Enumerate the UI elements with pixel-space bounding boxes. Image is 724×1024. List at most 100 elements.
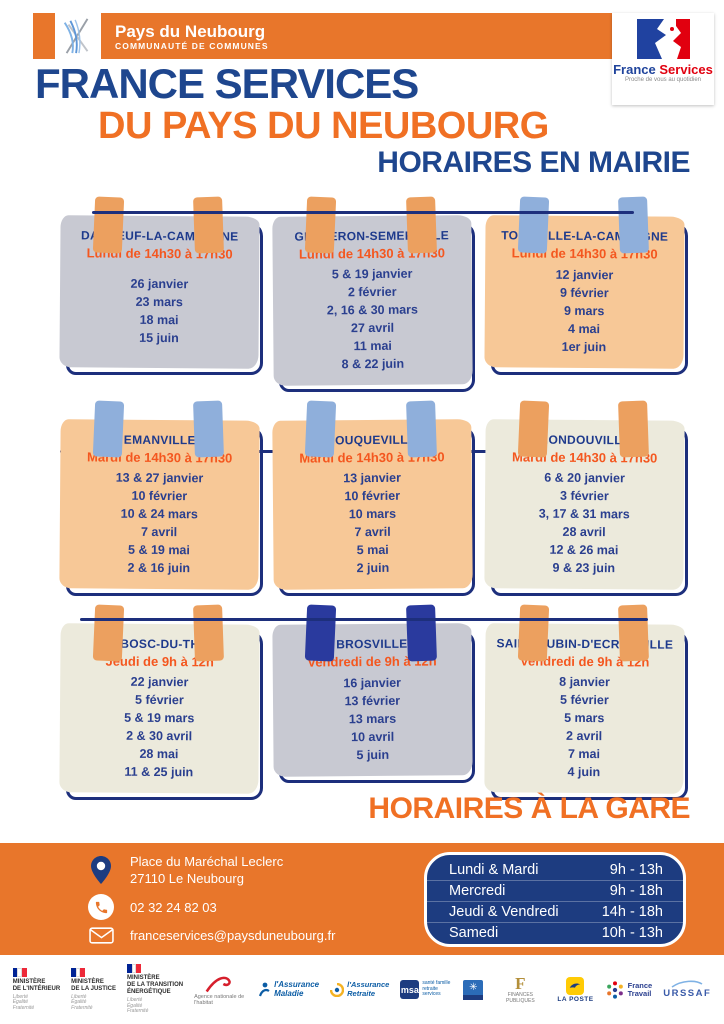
tape-icon [405,196,437,254]
card-paper: FOUQUEVILLE Mardi de 14h30 à 17h30 13 ja… [271,419,473,590]
partner-motto: Liberté Égalité Fraternité [71,993,93,1011]
date-line: 5 mars [564,710,605,726]
hours-time: 10h - 13h [601,925,663,941]
card-paper: GRAVERON-SEMERVILLE Lundi de 14h30 à 17h… [271,215,473,386]
dots-flower-icon [606,980,623,999]
date-line: 26 janvier [130,276,189,291]
partner-label: MINISTÈRE DE LA TRANSITION ÉNERGÉTIQUE [126,975,184,996]
card-paper: DAUBEUF-LA-CAMPAGNE Lundi de 14h30 à 17h… [59,215,260,369]
msa-square: msa [400,980,420,999]
dates-list: 16 janvier 13 février 13 mars 10 avril 5 jui… [278,673,465,765]
tape-icon [618,604,650,662]
card-row-2: EMANVILLE Mardi de 14h30 à 17h30 13 & 27… [59,400,688,596]
person-icon [259,982,270,996]
logo-la-poste: LA POSTE [557,976,593,1003]
date-line: 8 & 22 juin [341,356,404,372]
partner-label: FINANCES PUBLIQUES [506,991,535,1004]
card-paper: TOURVILLE-LA-CAMPAGNE Lundi de 14h30 à 1… [484,215,685,369]
fs-word-services: Services [659,62,713,77]
logo-caf: ✳ [463,979,484,1000]
tape-icon [92,196,124,254]
date-line: 2 & 16 juin [127,560,191,576]
dates-list: 13 janvier 10 février 10 mars 7 avril 5 mai 2… [278,468,466,578]
date-line: 8 janvier [559,674,611,690]
pays-du-neubourg-logo-icon [55,13,101,59]
hours-row: Samedi 10h - 13h [427,922,683,943]
hours-time: 14h - 18h [601,904,663,920]
partner-label: l'Assurance Maladie [274,980,320,998]
tape-icon [517,196,550,254]
partner-label: Agence nationale de l'habitat [194,993,245,1006]
dates-list: 5 & 19 janvier 2 février 2, 16 & 30 mars 27… [278,264,466,374]
card-fouqueville: FOUQUEVILLE Mardi de 14h30 à 17h30 13 ja… [271,400,476,596]
tape-icon [517,604,550,662]
partner-motto: Liberté Égalité Fraternité [126,997,149,1015]
date-line: 7 mai [568,746,601,762]
french-flag-icon [126,964,141,974]
date-line: 3 février [560,488,610,504]
tape-icon [618,196,650,254]
footer-band: Place du Maréchal Leclerc 27110 Le Neubo… [0,843,724,955]
date-line: 4 mai [568,321,601,336]
partner-motto: Liberté Égalité Fraternité [12,993,35,1011]
tape-icon [92,400,124,458]
logo-ministere-transition-energetique: MINISTÈRE DE LA TRANSITION ÉNERGÉTIQUE L… [126,964,184,1015]
urssaf-arc-icon [671,980,703,988]
phone-number: 02 32 24 82 03 [130,899,217,915]
partner-label: santé famille retraite services [422,980,451,998]
hours-days: Samedi [449,925,499,941]
dates-list: 13 & 27 janvier 10 février 10 & 24 mars 7 a… [65,468,252,577]
anah-swoosh-icon [205,976,231,992]
date-line: 28 avril [562,524,607,540]
date-line: 9 février [560,285,610,300]
org-name: Pays du Neubourg [115,21,266,41]
date-line: 5 février [135,692,184,708]
date-line: 22 janvier [130,674,189,690]
partner-label: MINISTÈRE DE LA JUSTICE [71,978,116,992]
tape-icon [92,604,124,662]
date-line: 2 avril [566,728,603,744]
hours-days: Mercredi [449,883,506,899]
partner-label: URSSAF [663,988,712,999]
date-line: 5 & 19 mai [127,542,190,558]
tape-icon [405,604,437,662]
partner-label: MINISTÈRE DE L'INTÉRIEUR [12,978,61,992]
logo-ministere-interieur: MINISTÈRE DE L'INTÉRIEUR Liberté Égalité… [12,967,61,1012]
card-row-3: LE BOSC-DU-THEIL Jeudi de 9h à 12h 22 ja… [59,604,688,800]
date-line: 13 janvier [342,470,401,486]
dates-list: 26 janvier 23 mars 18 mai 15 juin [66,274,253,347]
date-line: 13 mars [348,711,396,726]
date-line: 27 avril [350,320,394,336]
hours-row: Mercredi 9h - 18h [427,880,683,901]
french-flag-icon [12,967,27,977]
phone-item: 02 32 24 82 03 [86,894,335,920]
gare-hours-table: Lundi & Mardi 9h - 13h Mercredi 9h - 18h… [424,852,686,947]
tape-icon [305,400,337,458]
tape-icon [618,400,650,458]
logo-msa: msa santé famille retraite services [400,980,452,999]
card-row-1: DAUBEUF-LA-CAMPAGNE Lundi de 14h30 à 17h… [59,196,688,392]
date-line: 2 février [347,284,397,300]
date-line: 5 & 19 mars [124,710,195,726]
section-title-mairie: HORAIRES EN MAIRIE [377,146,690,179]
date-line: 11 mai [353,338,392,354]
french-flag-icon [71,967,86,977]
card-daubeuf-la-campagne: DAUBEUF-LA-CAMPAGNE Lundi de 14h30 à 17h… [59,196,263,375]
date-line: 23 mars [135,294,183,309]
clothesline [92,211,634,214]
tape-icon [192,196,224,254]
date-line: 10 mars [348,506,396,522]
marianne-icon [637,19,690,59]
date-line: 13 & 27 janvier [115,470,204,486]
card-paper: LE BOSC-DU-THEIL Jeudi de 9h à 12h 22 ja… [59,623,260,794]
date-line: 4 juin [567,764,601,780]
card-hondouville: HONDOUVILLE Mardi de 14h30 à 17h30 6 & 2… [484,400,688,596]
contact-block: Place du Maréchal Leclerc 27110 Le Neubo… [86,853,335,944]
date-line: 5 juin [356,747,389,762]
org-header-bar: Pays du Neubourg COMMUNAUTÉ DE COMMUNES [33,13,612,59]
date-line: 10 & 24 mars [120,506,198,522]
dates-list: 8 janvier 5 février 5 mars 2 avril 7 mai 4 ju… [491,672,679,781]
tape-icon [192,400,224,458]
date-line: 16 janvier [342,675,401,690]
card-paper: HONDOUVILLE Mardi de 14h30 à 17h30 6 & 2… [484,419,685,590]
